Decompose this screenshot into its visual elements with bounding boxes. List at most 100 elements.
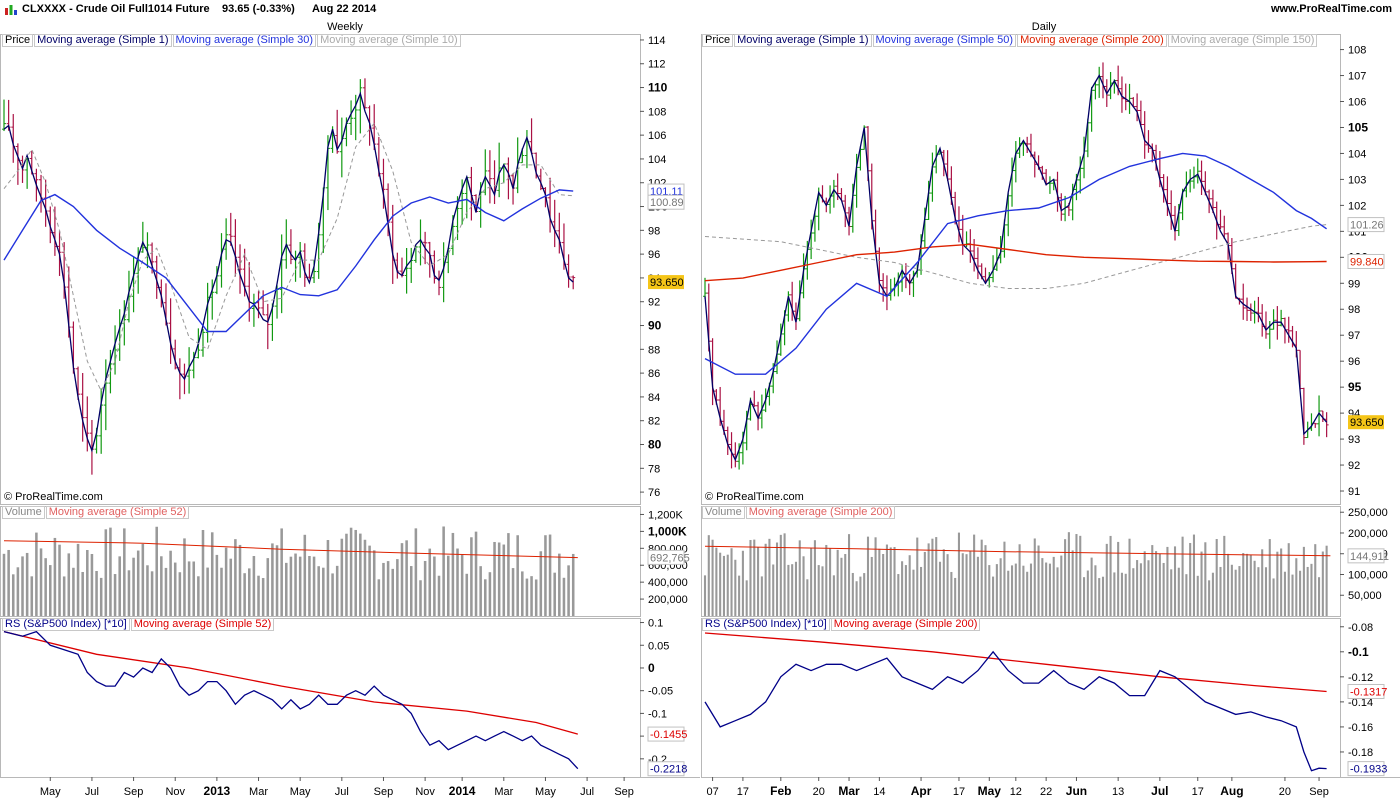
legend-item[interactable]: Moving average (Simple 52) [45,506,190,519]
x-tick-label: May [535,786,556,798]
legend-item[interactable]: Price [702,34,734,47]
y-tick-label: 98 [1348,304,1360,316]
y-tick-label: 106 [648,130,666,142]
volume-bar [1113,572,1116,616]
volume-bar [760,576,763,616]
legend-item[interactable]: Moving average (Simple 50) [872,34,1017,47]
legend-item[interactable]: Moving average (Simple 52) [130,618,275,631]
volume-bar [183,538,186,616]
volume-bar [525,578,529,616]
volume-bar [870,556,873,616]
volume-bar [722,555,725,616]
volume-bar [1234,569,1237,616]
volume-bar [234,539,237,616]
volume-bar [840,557,843,616]
volume-bar [1101,576,1105,616]
volume-bar [123,528,126,616]
legend-item[interactable]: Moving average (Simple 30) [172,34,317,47]
volume-bar [1302,546,1305,616]
volume-bar [1227,553,1230,616]
legend-item[interactable]: Moving average (Simple 200) [1017,34,1167,47]
y-tick-label: 107 [1348,71,1366,83]
volume-bar [516,535,519,616]
volume-bar [1014,563,1017,616]
x-tick-label: 20 [1279,786,1291,798]
volume-bar [783,533,786,616]
legend-item[interactable]: Moving average (Simple 150) [1167,34,1318,47]
legend-item[interactable]: Moving average (Simple 10) [317,34,461,47]
y-tick-label: 92 [648,297,660,309]
volume-bar [1151,545,1154,616]
volume-bar [866,536,870,616]
daily-ma-blue [704,152,1327,375]
volume-bar [86,549,89,616]
legend-item[interactable]: RS (S&P500 Index) [*10] [702,618,830,631]
volume-bar [904,565,907,616]
volume-bar [1117,541,1120,616]
weekly-x-axis: May Jul Sep Nov 2013 Mar May Jul Sep Nov 2014 Mar Ma… [40,777,634,798]
legend-item[interactable]: Moving average (Simple 1) [734,34,872,47]
value-tag-box [1348,415,1384,430]
volume-bar [335,565,339,616]
volume-bar [400,543,404,616]
volume-bar [897,574,900,616]
volume-bar [206,567,209,616]
volume-bar [1010,565,1014,616]
y-tick-label: 95 [1348,380,1362,394]
volume-bar [275,545,279,616]
volume-bar [1075,534,1078,616]
volume-bar [908,555,911,616]
volume-bar [187,561,191,616]
volume-bar [534,579,538,616]
y-tick-label: 108 [1348,45,1366,57]
volume-bar [44,558,47,616]
legend-item[interactable]: Volume [2,506,45,519]
site-link[interactable]: www.ProRealTime.com [1270,3,1392,15]
volume-bar [474,531,478,616]
x-tick-label: May [978,784,1002,798]
daily-rs-legend: RS (S&P500 Index) [*10] Moving average (S… [702,618,981,631]
volume-bar [912,569,915,616]
legend-item[interactable]: Moving average (Simple 200) [830,618,981,631]
volume-bar [942,549,945,616]
y-tick-label: 98 [648,225,660,237]
volume-bar [995,564,998,616]
legend-item[interactable]: Price [2,34,34,47]
volume-bar [1022,565,1025,616]
x-tick-label: Sep [374,786,394,798]
volume-bar [521,571,524,616]
legend-item[interactable]: Moving average (Simple 1) [34,34,172,47]
x-tick-label: May [290,786,311,798]
value-tag-box [1347,683,1385,699]
volume-bar [950,571,953,616]
volume-bar [1143,551,1146,616]
volume-bar [497,542,501,616]
volume-bar [377,579,381,616]
y-tick-label: 96 [648,249,660,261]
volume-bar [1268,539,1271,616]
volume-bar [169,550,172,616]
x-tick-label: 2013 [204,784,231,798]
volume-bar [238,544,242,616]
volume-bar [155,526,158,616]
volume-bar [465,573,469,616]
legend-item[interactable]: Volume [702,506,745,519]
legend-item[interactable]: Moving average (Simple 200) [745,506,896,519]
daily-rs-ma-tag: -0.1317 [1347,683,1387,699]
volume-bar [753,539,756,616]
volume-bar [1132,568,1135,616]
volume-bar [775,542,779,616]
volume-bar [409,566,413,616]
volume-bar [308,555,311,616]
legend-item[interactable]: RS (S&P500 Index) [*10] [2,618,130,631]
volume-bar [1147,560,1150,616]
weekly-title: Weekly [327,21,363,33]
volume-bar [1056,567,1059,616]
volume-bar [484,579,487,616]
volume-bar [1238,566,1241,616]
volume-bar [931,538,934,616]
volume-bar [855,581,858,616]
volume-bar [558,553,561,616]
weekly-copyright: © ProRealTime.com [4,491,103,503]
